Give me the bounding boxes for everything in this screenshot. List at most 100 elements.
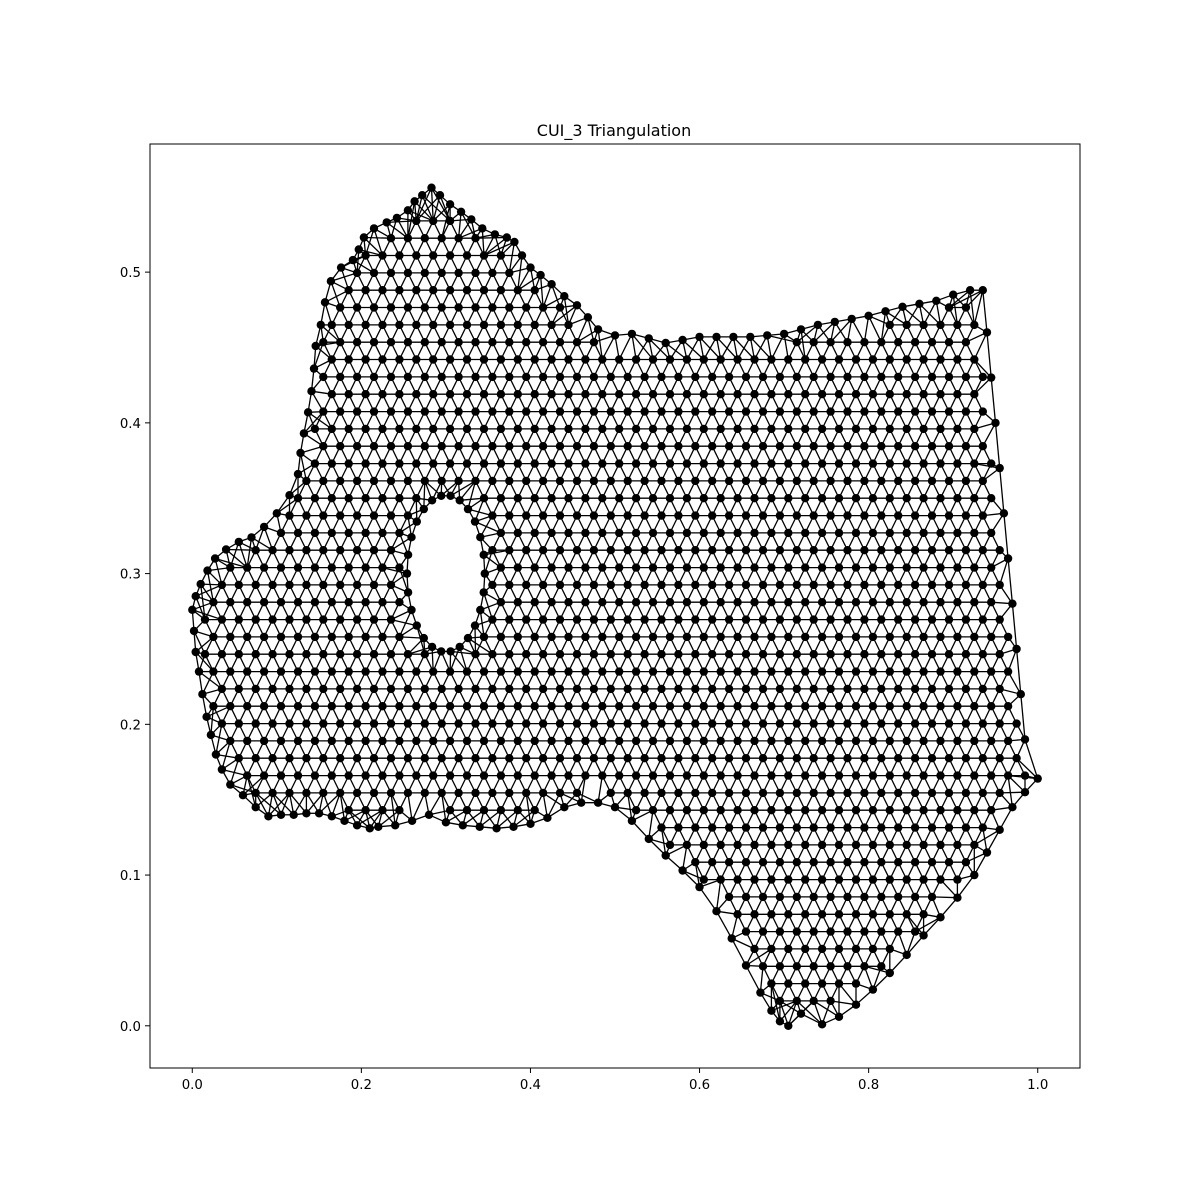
mesh-node xyxy=(758,858,768,867)
mesh-node xyxy=(403,788,413,798)
mesh-node xyxy=(792,892,801,902)
mesh-edge xyxy=(293,792,307,816)
mesh-edge xyxy=(648,810,654,839)
mesh-edge xyxy=(407,792,413,821)
mesh-node xyxy=(302,788,311,798)
mesh-edge xyxy=(467,480,477,510)
mesh-edge xyxy=(428,792,443,816)
mesh-node xyxy=(851,771,861,780)
mesh-node xyxy=(919,840,928,850)
mesh-node xyxy=(412,771,421,780)
mesh-node xyxy=(538,788,548,798)
mesh-edge xyxy=(631,333,654,360)
mesh-edge xyxy=(956,874,975,899)
mesh-node xyxy=(801,875,810,884)
mesh-node xyxy=(293,771,303,780)
mesh-node xyxy=(665,736,675,746)
mesh-node xyxy=(479,806,489,815)
mesh-node xyxy=(217,719,227,728)
mesh-node xyxy=(775,754,785,763)
mesh-edge xyxy=(479,809,502,828)
mesh-node xyxy=(733,875,742,884)
mesh-node xyxy=(961,823,971,832)
mesh-edge xyxy=(864,965,890,974)
mesh-node xyxy=(927,823,937,832)
mesh-edge xyxy=(770,983,781,1022)
mesh-node xyxy=(691,858,700,867)
mesh-node xyxy=(319,719,328,728)
mesh-node xyxy=(733,736,742,746)
mesh-node xyxy=(648,736,658,746)
mesh-edge xyxy=(407,201,416,239)
mesh-node xyxy=(936,771,945,780)
mesh-node xyxy=(513,771,522,780)
mesh-node xyxy=(547,771,556,780)
mesh-node xyxy=(809,823,818,832)
mesh-node xyxy=(834,771,844,780)
mesh-node xyxy=(868,806,878,815)
mesh-node xyxy=(860,962,869,971)
mesh-edge xyxy=(230,783,256,794)
mesh-node xyxy=(784,771,793,780)
mesh-node xyxy=(817,979,827,988)
mesh-node xyxy=(1003,771,1013,780)
mesh-edge xyxy=(330,280,341,308)
mesh-node xyxy=(944,823,954,832)
mesh-node xyxy=(403,754,413,763)
mesh-edge xyxy=(720,336,734,360)
mesh-node xyxy=(843,823,852,832)
mesh-edge xyxy=(450,650,468,673)
mesh-node xyxy=(767,840,776,850)
mesh-node xyxy=(936,736,945,746)
mesh-node xyxy=(910,892,920,902)
mesh-node xyxy=(792,927,801,936)
mesh-node xyxy=(615,771,624,780)
mesh-node xyxy=(631,736,641,746)
mesh-node xyxy=(251,719,260,728)
mesh-node xyxy=(496,771,506,780)
mesh-edge xyxy=(715,879,722,912)
mesh-node xyxy=(665,806,675,815)
mesh-node xyxy=(615,736,624,746)
mesh-node xyxy=(826,858,835,867)
mesh-edge xyxy=(698,886,718,912)
mesh-edge xyxy=(229,541,240,568)
mesh-node xyxy=(936,875,945,884)
mesh-node xyxy=(268,788,277,798)
mesh-node xyxy=(395,806,404,815)
mesh-node xyxy=(817,875,827,884)
mesh-node xyxy=(902,910,911,919)
mesh-node xyxy=(843,754,852,763)
mesh-node xyxy=(657,823,666,832)
mesh-node xyxy=(767,806,776,815)
mesh-node xyxy=(936,840,945,850)
mesh-node xyxy=(259,771,269,780)
mesh-node xyxy=(352,788,362,798)
mesh-edge xyxy=(414,200,434,222)
mesh-node xyxy=(758,823,768,832)
mesh-node xyxy=(234,719,243,728)
mesh-edge xyxy=(449,646,461,672)
mesh-edge xyxy=(948,289,984,309)
mesh-node xyxy=(775,927,785,936)
mesh-node xyxy=(801,910,810,919)
mesh-node xyxy=(885,875,894,884)
mesh-node xyxy=(395,771,404,780)
mesh-edge xyxy=(193,630,206,655)
mesh-edge xyxy=(813,1000,840,1018)
mesh-node xyxy=(987,806,996,815)
mesh-node xyxy=(792,754,801,763)
mesh-node xyxy=(792,996,801,1006)
mesh-node xyxy=(530,736,539,746)
mesh-edge xyxy=(940,897,958,918)
mesh-node xyxy=(809,788,818,798)
mesh-edge xyxy=(441,792,447,823)
mesh-edge xyxy=(496,809,519,829)
mesh-edge xyxy=(1007,558,1014,604)
mesh-node xyxy=(598,736,607,746)
mesh-node xyxy=(953,806,962,815)
mesh-node xyxy=(243,771,252,780)
mesh-node xyxy=(877,927,886,936)
mesh-node xyxy=(843,892,852,902)
mesh-edge xyxy=(467,508,493,517)
